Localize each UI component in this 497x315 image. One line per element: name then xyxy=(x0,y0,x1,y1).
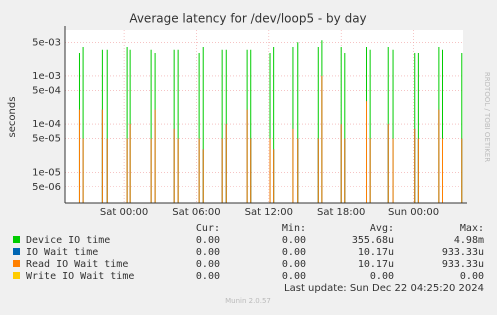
legend-stat: 0.00 xyxy=(282,271,306,282)
legend-label: IO Wait time xyxy=(26,247,98,258)
x-tick-label: Sat 12:00 xyxy=(245,207,293,218)
legend-swatch xyxy=(13,248,20,255)
legend-stat: 10.17u xyxy=(358,247,394,258)
legend-stat: 0.00 xyxy=(370,271,394,282)
legend-stat: 933.33u xyxy=(442,259,484,270)
legend-header: Min: xyxy=(282,223,306,234)
y-tick-label: 5e-03 xyxy=(32,37,61,48)
legend-label: Write IO Wait time xyxy=(26,271,134,282)
legend-stat: 933.33u xyxy=(442,247,484,258)
y-axis-label: seconds xyxy=(7,97,18,138)
side-text: RRDTOOL / TOBI OETIKER xyxy=(483,72,491,162)
y-tick-label: 1e-03 xyxy=(32,71,61,82)
legend-stat: 4.98m xyxy=(454,235,484,246)
legend-swatch xyxy=(13,260,20,267)
legend-header: Cur: xyxy=(196,223,220,234)
footer: Munin 2.0.57 xyxy=(225,297,271,305)
y-tick-label: 1e-05 xyxy=(32,167,61,178)
y-tick-label: 5e-05 xyxy=(32,134,61,145)
legend-stat: 0.00 xyxy=(460,271,484,282)
legend-swatch xyxy=(13,236,20,243)
legend-stat: 0.00 xyxy=(282,247,306,258)
legend-stat: 0.00 xyxy=(196,271,220,282)
x-tick-label: Sat 06:00 xyxy=(172,207,220,218)
legend-stat: 0.00 xyxy=(282,235,306,246)
legend-stat: 10.17u xyxy=(358,259,394,270)
legend-label: Read IO Wait time xyxy=(26,259,128,270)
x-tick-label: Sat 18:00 xyxy=(317,207,365,218)
legend-label: Device IO time xyxy=(26,235,110,246)
y-tick-label: 5e-06 xyxy=(32,182,61,193)
x-tick-label: Sun 00:00 xyxy=(388,207,439,218)
legend-swatch xyxy=(13,272,20,279)
x-tick-label: Sat 00:00 xyxy=(100,207,148,218)
legend-stat: 0.00 xyxy=(196,259,220,270)
chart-title: Average latency for /dev/loop5 - by day xyxy=(129,12,366,26)
legend-header: Max: xyxy=(460,223,484,234)
plot-area xyxy=(65,30,463,203)
last-update: Last update: Sun Dec 22 04:25:20 2024 xyxy=(284,283,484,294)
y-tick-label: 1e-04 xyxy=(32,119,61,130)
legend-header: Avg: xyxy=(370,223,394,234)
legend-stat: 0.00 xyxy=(282,259,306,270)
legend-stat: 355.68u xyxy=(352,235,394,246)
legend-stat: 0.00 xyxy=(196,247,220,258)
legend-stat: 0.00 xyxy=(196,235,220,246)
y-tick-label: 5e-04 xyxy=(32,85,61,96)
